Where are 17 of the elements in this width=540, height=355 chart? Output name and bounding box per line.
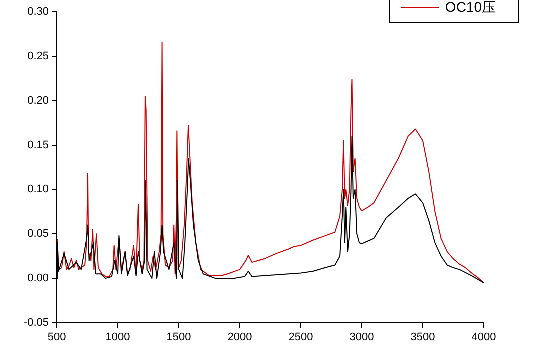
y-tick-label: 0.10: [28, 184, 49, 196]
x-tick-label: 500: [48, 332, 66, 344]
x-tick-label: 3500: [410, 332, 436, 344]
y-tick-label: 0.00: [28, 272, 49, 285]
y-tick-label: -0.05: [24, 317, 49, 330]
x-tick-label: 4000: [472, 332, 496, 344]
y-tick-label: 0.15: [28, 139, 49, 152]
y-tick-label: 0.25: [28, 50, 49, 62]
x-tick-label: 3000: [350, 332, 374, 344]
legend-label: OC10压: [445, 0, 496, 15]
x-tick-label: 2000: [228, 332, 252, 344]
x-tick-label: 2500: [288, 332, 314, 344]
x-tick-label: 1500: [166, 332, 192, 344]
x-tick-label: 1000: [106, 332, 130, 344]
y-tick-label: 0.30: [28, 6, 49, 18]
y-tick-label: 0.05: [28, 228, 49, 240]
y-tick-label: 0.20: [28, 94, 49, 107]
